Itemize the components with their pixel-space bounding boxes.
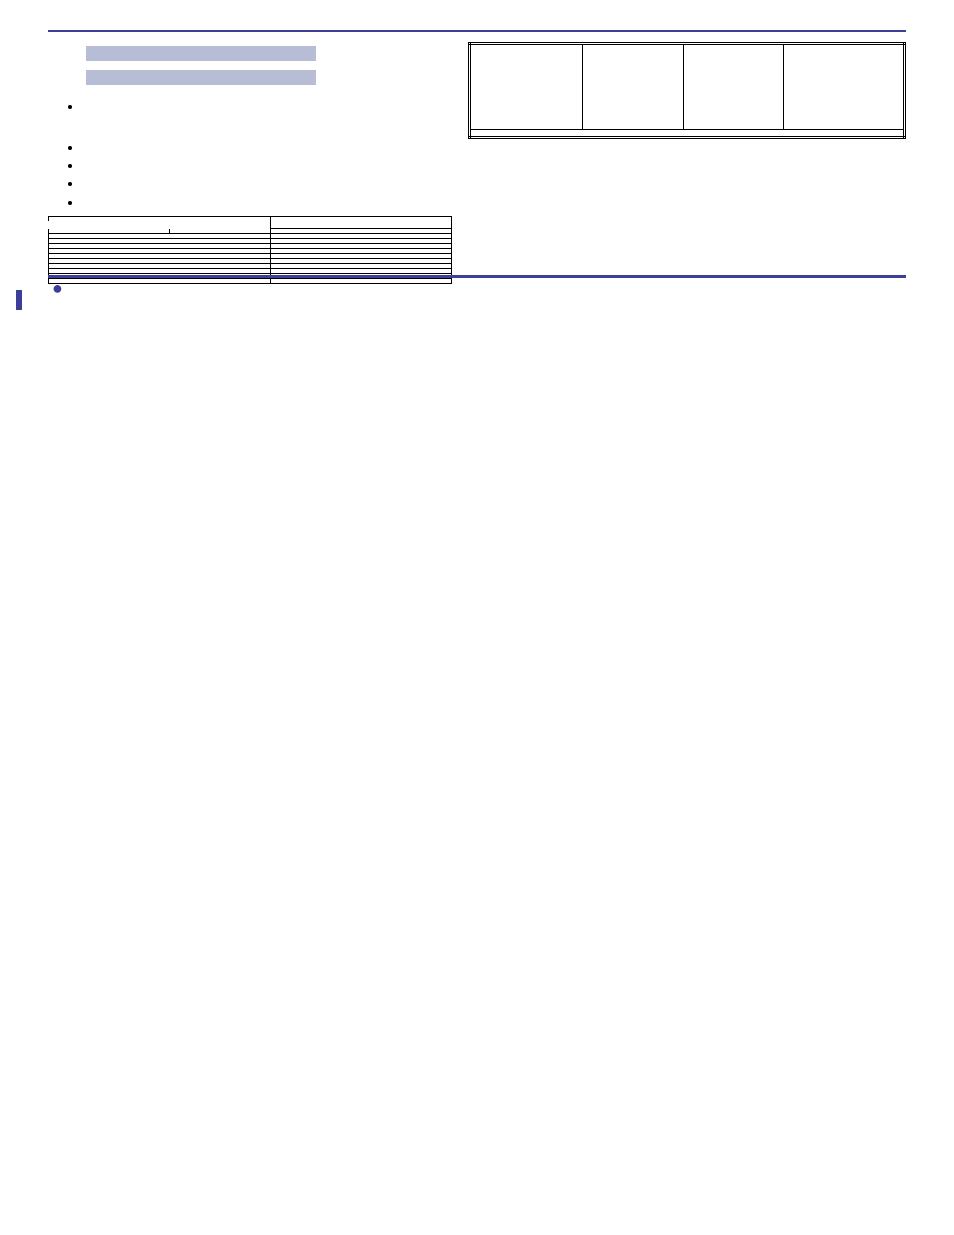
page-footer: ● <box>48 275 906 294</box>
models-header <box>470 44 583 130</box>
specifications-table <box>48 216 452 285</box>
left-column <box>48 36 452 284</box>
list-item <box>82 98 452 114</box>
model-number-field[interactable] <box>86 46 316 61</box>
cabinet-list <box>82 139 452 210</box>
section-header-small <box>48 28 906 32</box>
right-column <box>468 36 906 284</box>
list-item <box>82 194 452 210</box>
list-item <box>82 157 452 173</box>
list-item <box>82 139 452 155</box>
footer-bullet-icon: ● <box>52 282 63 294</box>
model-col-header <box>583 44 684 130</box>
model-col-header <box>784 44 905 130</box>
features-header <box>470 130 905 138</box>
screen-list <box>82 98 452 114</box>
record-table <box>64 42 324 92</box>
language-tab <box>16 290 22 310</box>
feature-chart-table <box>468 42 906 139</box>
list-item <box>82 175 452 191</box>
spec-cell <box>270 216 451 229</box>
serial-number-field[interactable] <box>86 70 316 85</box>
serial-number-label <box>66 68 78 90</box>
model-number-label <box>66 44 78 66</box>
model-col-header <box>683 44 784 130</box>
warning-block <box>48 118 452 135</box>
